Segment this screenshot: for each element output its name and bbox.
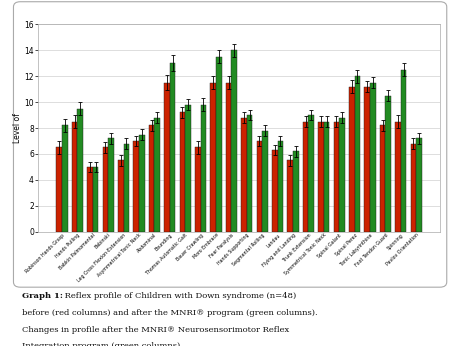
Bar: [62, 126, 67, 232]
Bar: [72, 121, 77, 232]
Text: Integration program (green columns).: Integration program (green columns).: [22, 342, 183, 346]
Bar: [195, 147, 201, 232]
Bar: [123, 144, 129, 232]
Bar: [395, 121, 401, 232]
Text: Reflex profile of Children with Down syndrome (n=48): Reflex profile of Children with Down syn…: [62, 292, 296, 300]
Bar: [257, 141, 262, 232]
Bar: [164, 83, 170, 232]
Bar: [185, 105, 191, 232]
Bar: [180, 112, 185, 232]
Bar: [365, 86, 370, 232]
Bar: [380, 126, 385, 232]
Bar: [416, 138, 422, 232]
Bar: [318, 121, 324, 232]
Bar: [277, 141, 283, 232]
Bar: [93, 167, 98, 232]
Bar: [349, 86, 355, 232]
Bar: [154, 118, 160, 232]
Bar: [57, 147, 62, 232]
Bar: [77, 109, 83, 232]
Bar: [211, 83, 216, 232]
Y-axis label: Level of: Level of: [13, 113, 22, 143]
Bar: [139, 135, 145, 232]
Bar: [334, 121, 339, 232]
Bar: [231, 50, 237, 232]
Bar: [385, 95, 391, 232]
Text: Graph 1:: Graph 1:: [22, 292, 63, 300]
Bar: [401, 70, 406, 232]
Bar: [118, 161, 123, 232]
Text: before (red columns) and after the MNRI® program (green columns).: before (red columns) and after the MNRI®…: [22, 309, 318, 317]
Text: Changes in profile after the MNRI® Neurosensorimotor Reflex: Changes in profile after the MNRI® Neuro…: [22, 326, 290, 334]
Bar: [262, 131, 268, 232]
Bar: [241, 118, 247, 232]
Bar: [370, 83, 375, 232]
Bar: [247, 115, 252, 232]
Bar: [355, 76, 360, 232]
Bar: [411, 144, 416, 232]
Bar: [201, 105, 206, 232]
Bar: [226, 83, 231, 232]
Bar: [324, 121, 330, 232]
Bar: [272, 150, 277, 232]
Bar: [303, 121, 308, 232]
Bar: [170, 63, 175, 232]
Bar: [149, 126, 154, 232]
Bar: [108, 138, 114, 232]
Bar: [103, 147, 108, 232]
Bar: [308, 115, 314, 232]
Bar: [133, 141, 139, 232]
Bar: [339, 118, 345, 232]
Bar: [87, 167, 93, 232]
Bar: [287, 161, 293, 232]
Bar: [216, 57, 221, 232]
Bar: [293, 152, 299, 232]
